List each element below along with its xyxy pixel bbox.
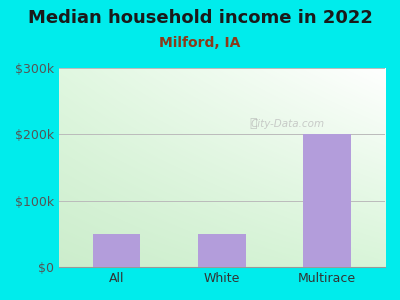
Bar xyxy=(304,134,351,267)
Text: City-Data.com: City-Data.com xyxy=(250,119,324,129)
Text: ⦿: ⦿ xyxy=(249,117,257,130)
Bar xyxy=(198,234,246,267)
Bar xyxy=(93,234,140,267)
Text: Milford, IA: Milford, IA xyxy=(159,36,241,50)
Text: Median household income in 2022: Median household income in 2022 xyxy=(28,9,372,27)
